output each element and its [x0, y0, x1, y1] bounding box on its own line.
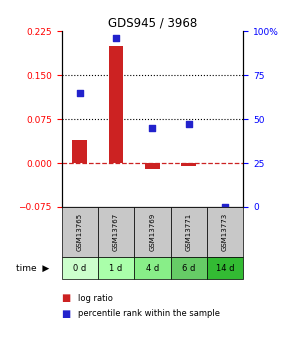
Text: GSM13771: GSM13771: [186, 213, 192, 251]
Bar: [109, 46, 123, 163]
Point: [150, 125, 155, 130]
Point: [186, 121, 191, 127]
Text: GSM13767: GSM13767: [113, 213, 119, 251]
Text: 6 d: 6 d: [182, 264, 195, 273]
Point: [223, 204, 227, 210]
Bar: [181, 163, 196, 166]
Text: 14 d: 14 d: [216, 264, 234, 273]
Text: percentile rank within the sample: percentile rank within the sample: [78, 309, 220, 318]
Text: ■: ■: [62, 309, 71, 319]
Point: [77, 90, 82, 95]
Text: 4 d: 4 d: [146, 264, 159, 273]
Text: 1 d: 1 d: [109, 264, 123, 273]
Text: ■: ■: [62, 294, 71, 303]
Text: GSM13773: GSM13773: [222, 213, 228, 251]
Text: log ratio: log ratio: [78, 294, 113, 303]
Text: 0 d: 0 d: [73, 264, 86, 273]
Text: GSM13769: GSM13769: [149, 213, 155, 251]
Text: GSM13765: GSM13765: [77, 213, 83, 251]
Text: time  ▶: time ▶: [16, 264, 49, 273]
Bar: [72, 139, 87, 163]
Title: GDS945 / 3968: GDS945 / 3968: [108, 17, 197, 30]
Bar: [145, 163, 160, 169]
Point: [114, 35, 118, 41]
